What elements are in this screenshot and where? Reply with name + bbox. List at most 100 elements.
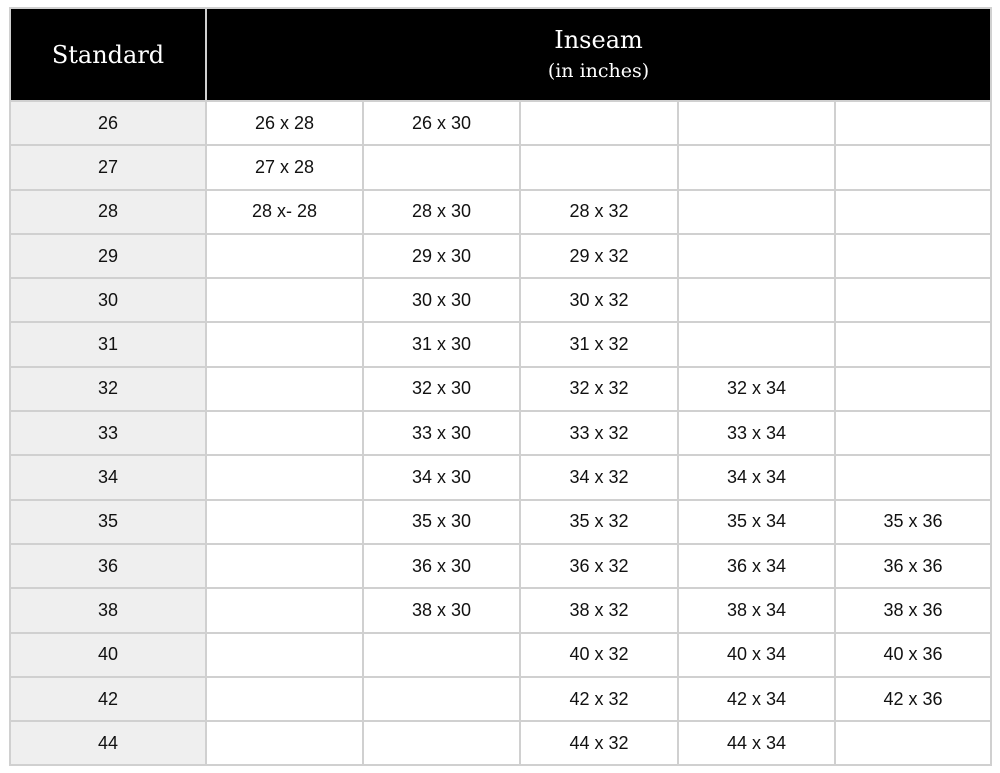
size-cell xyxy=(205,410,364,457)
standard-size-cell: 42 xyxy=(9,675,207,723)
table-row: 34 34 x 30 34 x 32 34 x 34 xyxy=(9,454,993,501)
table-row: 35 35 x 30 35 x 32 35 x 34 35 x 36 xyxy=(9,498,993,545)
size-cell: 40 x 34 xyxy=(677,631,836,678)
size-cell: 32 x 32 xyxy=(519,365,679,413)
inseam-header: Inseam (in inches) xyxy=(204,7,993,102)
standard-size-cell: 32 xyxy=(9,365,207,413)
size-cell xyxy=(205,321,364,368)
table-row: 26 26 x 28 26 x 30 xyxy=(9,99,993,147)
size-cell xyxy=(833,277,993,324)
standard-size-cell: 38 xyxy=(9,587,207,634)
size-cell xyxy=(205,631,364,678)
size-cell: 33 x 34 xyxy=(677,410,836,457)
header-row: Standard Inseam (in inches) xyxy=(9,7,993,102)
size-cell: 28 x 32 xyxy=(519,188,679,235)
size-cell xyxy=(205,542,364,590)
size-cell: 44 x 34 xyxy=(677,720,836,767)
standard-size-cell: 26 xyxy=(9,99,207,147)
size-cell xyxy=(833,232,993,280)
size-cell xyxy=(833,454,993,501)
size-cell: 36 x 36 xyxy=(833,542,993,590)
size-cell: 36 x 32 xyxy=(519,542,679,590)
size-cell xyxy=(205,232,364,280)
size-cell: 32 x 30 xyxy=(362,365,521,413)
standard-size-cell: 36 xyxy=(9,542,207,590)
size-cell: 40 x 32 xyxy=(519,631,679,678)
size-cell: 36 x 30 xyxy=(362,542,521,590)
size-cell: 42 x 32 xyxy=(519,675,679,723)
table-row: 32 32 x 30 32 x 32 32 x 34 xyxy=(9,365,993,413)
size-cell: 30 x 30 xyxy=(362,277,521,324)
size-cell: 28 x- 28 xyxy=(205,188,364,235)
size-cell xyxy=(677,277,836,324)
size-cell: 35 x 34 xyxy=(677,498,836,545)
size-cell: 38 x 32 xyxy=(519,587,679,634)
size-cell xyxy=(519,144,679,191)
size-cell xyxy=(362,631,521,678)
table-row: 30 30 x 30 30 x 32 xyxy=(9,277,993,324)
size-cell xyxy=(677,99,836,147)
standard-header: Standard xyxy=(9,7,207,102)
size-cell xyxy=(833,410,993,457)
size-cell xyxy=(205,277,364,324)
size-cell: 38 x 34 xyxy=(677,587,836,634)
size-cell xyxy=(205,498,364,545)
size-cell: 42 x 34 xyxy=(677,675,836,723)
size-cell xyxy=(205,454,364,501)
size-cell xyxy=(205,675,364,723)
size-cell xyxy=(205,587,364,634)
size-cell: 32 x 34 xyxy=(677,365,836,413)
size-cell: 44 x 32 xyxy=(519,720,679,767)
table-row: 27 27 x 28 xyxy=(9,144,993,191)
size-cell xyxy=(362,720,521,767)
table-row: 29 29 x 30 29 x 32 xyxy=(9,232,993,280)
size-cell: 34 x 34 xyxy=(677,454,836,501)
size-cell xyxy=(205,720,364,767)
size-cell: 40 x 36 xyxy=(833,631,993,678)
size-cell: 29 x 30 xyxy=(362,232,521,280)
size-cell: 35 x 30 xyxy=(362,498,521,545)
size-cell: 26 x 28 xyxy=(205,99,364,147)
size-cell xyxy=(519,99,679,147)
size-cell xyxy=(362,675,521,723)
size-cell xyxy=(362,144,521,191)
size-cell xyxy=(677,188,836,235)
size-cell xyxy=(833,99,993,147)
inseam-title: Inseam xyxy=(554,25,643,54)
standard-size-cell: 34 xyxy=(9,454,207,501)
size-cell: 31 x 32 xyxy=(519,321,679,368)
size-cell: 28 x 30 xyxy=(362,188,521,235)
standard-size-cell: 40 xyxy=(9,631,207,678)
table-row: 36 36 x 30 36 x 32 36 x 34 36 x 36 xyxy=(9,542,993,590)
size-chart-table: Standard Inseam (in inches) 26 26 x 28 26 … xyxy=(9,7,993,767)
size-cell: 31 x 30 xyxy=(362,321,521,368)
size-cell xyxy=(833,321,993,368)
standard-size-cell: 31 xyxy=(9,321,207,368)
size-cell: 33 x 30 xyxy=(362,410,521,457)
standard-size-cell: 30 xyxy=(9,277,207,324)
size-cell xyxy=(205,365,364,413)
size-cell: 38 x 30 xyxy=(362,587,521,634)
standard-size-cell: 28 xyxy=(9,188,207,235)
table-row: 44 44 x 32 44 x 34 xyxy=(9,720,993,767)
size-cell: 30 x 32 xyxy=(519,277,679,324)
size-cell xyxy=(833,188,993,235)
table-row: 42 42 x 32 42 x 34 42 x 36 xyxy=(9,675,993,723)
size-cell xyxy=(833,144,993,191)
size-cell: 36 x 34 xyxy=(677,542,836,590)
size-cell: 27 x 28 xyxy=(205,144,364,191)
size-cell: 29 x 32 xyxy=(519,232,679,280)
standard-size-cell: 27 xyxy=(9,144,207,191)
size-cell: 35 x 36 xyxy=(833,498,993,545)
table-row: 38 38 x 30 38 x 32 38 x 34 38 x 36 xyxy=(9,587,993,634)
table-row: 31 31 x 30 31 x 32 xyxy=(9,321,993,368)
table-row: 28 28 x- 28 28 x 30 28 x 32 xyxy=(9,188,993,235)
size-cell: 34 x 30 xyxy=(362,454,521,501)
size-cell xyxy=(677,144,836,191)
size-cell xyxy=(833,720,993,767)
standard-size-cell: 44 xyxy=(9,720,207,767)
size-cell xyxy=(677,321,836,368)
inseam-subtitle: (in inches) xyxy=(547,59,650,82)
size-cell xyxy=(833,365,993,413)
size-cell: 34 x 32 xyxy=(519,454,679,501)
